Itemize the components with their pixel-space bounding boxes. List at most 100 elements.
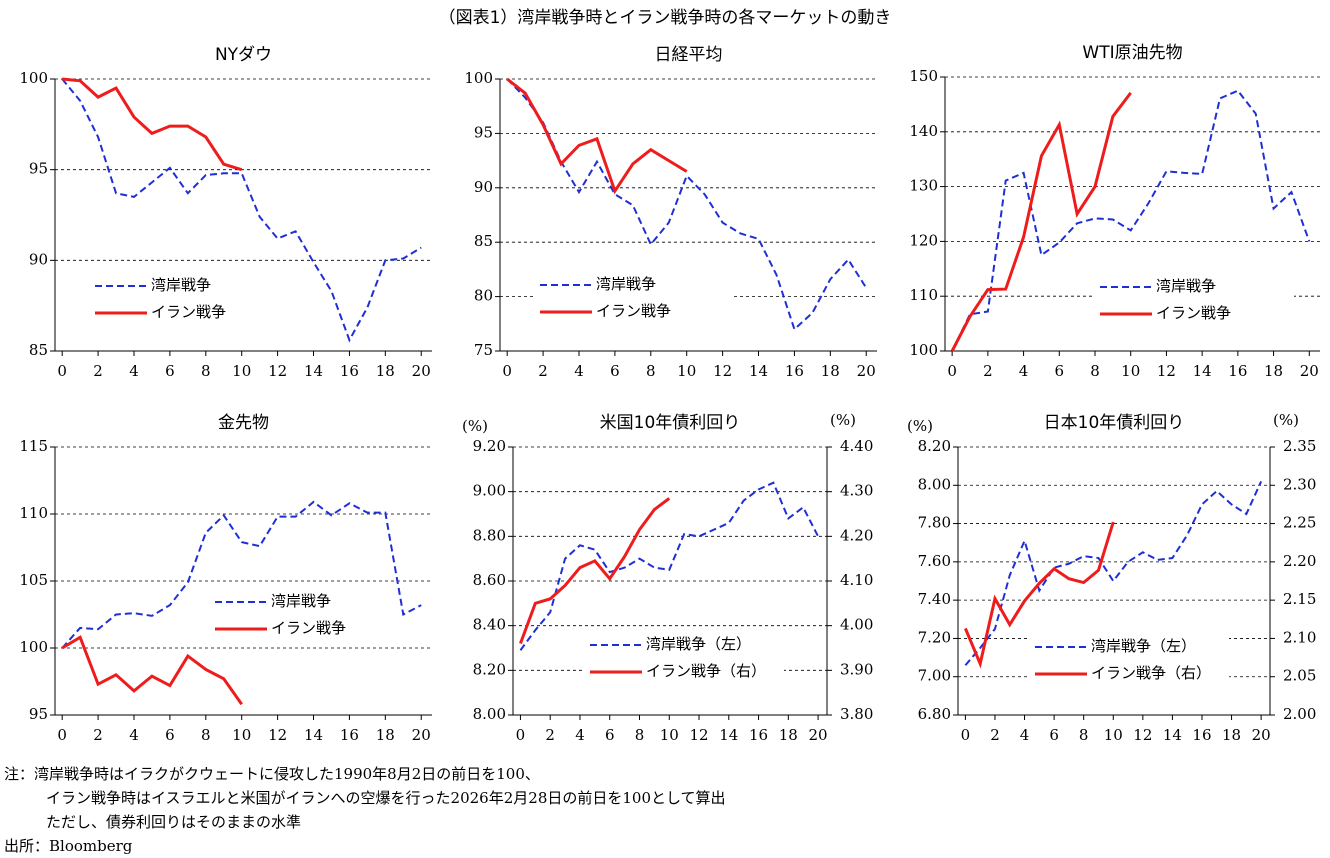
note: 注：湾岸戦争時はイラクがクウェートに侵攻した1990年8月2日の前日を100、: [4, 765, 540, 783]
x-tick-label: 16: [340, 362, 359, 380]
x-tick-label: 0: [947, 362, 957, 380]
x-tick-label: 16: [749, 726, 768, 744]
y-tick-label: 8.00: [918, 475, 951, 493]
y-tick-label: 8.60: [473, 571, 506, 589]
x-tick-label: 2: [983, 362, 993, 380]
y-tick-label: 85: [474, 232, 493, 250]
y2-tick-label: 3.90: [840, 660, 873, 678]
x-tick-label: 0: [961, 726, 971, 744]
y-tick-label: 8.20: [473, 660, 506, 678]
legend-label: イラン戦争: [271, 619, 346, 637]
series-line: [62, 77, 243, 172]
legend-background: [584, 631, 784, 685]
y2-axis-unit: (%): [830, 411, 856, 429]
x-tick-label: 0: [57, 362, 67, 380]
legend-background: [89, 272, 289, 326]
x-tick-label: 20: [809, 726, 828, 744]
x-tick-label: 16: [1192, 726, 1211, 744]
x-tick-label: 0: [516, 726, 526, 744]
series-line: [61, 500, 422, 649]
x-tick-label: 16: [1228, 362, 1247, 380]
y-tick-label: 95: [29, 160, 48, 178]
legend-label: 湾岸戦争: [271, 592, 331, 610]
y-tick-label: 90: [474, 178, 493, 196]
x-tick-label: 18: [779, 726, 798, 744]
y2-tick-label: 2.20: [1283, 552, 1316, 570]
x-tick-label: 6: [165, 362, 175, 380]
x-tick-label: 14: [749, 362, 768, 380]
x-tick-label: 8: [635, 726, 645, 744]
x-tick-label: 18: [1264, 362, 1283, 380]
y-tick-label: 8.00: [473, 705, 506, 723]
note: ただし、債券利回りはそのままの水準: [46, 813, 301, 831]
x-tick-label: 8: [201, 726, 211, 744]
y-tick-label: 7.00: [918, 667, 951, 685]
x-tick-label: 20: [857, 362, 876, 380]
chart-title: 米国10年債利回り: [600, 413, 741, 433]
legend-label: 湾岸戦争（左）: [1091, 637, 1196, 655]
y-tick-label: 140: [909, 122, 938, 140]
legend-label: 湾岸戦争: [1156, 277, 1216, 295]
x-tick-label: 16: [340, 726, 359, 744]
y-tick-label: 7.60: [918, 552, 951, 570]
y-tick-label: 100: [19, 69, 48, 87]
y2-tick-label: 4.10: [840, 571, 873, 589]
x-tick-label: 12: [1157, 362, 1176, 380]
series-line: [506, 77, 688, 195]
x-tick-label: 2: [990, 726, 1000, 744]
x-tick-label: 10: [232, 726, 251, 744]
y2-tick-label: 4.20: [840, 526, 873, 544]
series-line: [519, 481, 819, 651]
x-tick-label: 10: [1121, 362, 1140, 380]
chart-title: 金先物: [218, 413, 269, 433]
x-tick-label: 14: [304, 726, 323, 744]
y-tick-label: 100: [464, 69, 493, 87]
y-tick-label: 7.80: [918, 514, 951, 532]
y-tick-label: 9.20: [473, 437, 506, 455]
x-tick-label: 14: [1193, 362, 1212, 380]
x-tick-label: 2: [538, 362, 548, 380]
y-tick-label: 100: [19, 638, 48, 656]
y2-tick-label: 2.05: [1283, 667, 1316, 685]
legend-label: 湾岸戦争: [151, 276, 211, 294]
source: 出所：Bloomberg: [4, 837, 133, 855]
y-tick-label: 150: [909, 67, 938, 85]
y2-tick-label: 2.25: [1283, 514, 1316, 532]
legend-label: イラン戦争（右）: [1091, 664, 1211, 682]
x-tick-label: 20: [412, 726, 431, 744]
y-tick-label: 7.40: [918, 590, 951, 608]
x-tick-label: 12: [268, 362, 287, 380]
x-tick-label: 0: [502, 362, 512, 380]
y2-tick-label: 2.35: [1283, 437, 1316, 455]
y-tick-label: 105: [19, 571, 48, 589]
series-line: [61, 635, 243, 706]
note: イラン戦争時はイスラエルと米国がイランへの空爆を行った2026年2月28日の前日…: [46, 789, 726, 807]
x-tick-label: 4: [129, 362, 139, 380]
x-tick-label: 4: [575, 726, 585, 744]
x-tick-label: 20: [412, 362, 431, 380]
y-tick-label: 8.80: [473, 526, 506, 544]
y-tick-label: 115: [19, 437, 48, 455]
y-tick-label: 100: [909, 341, 938, 359]
y-tick-label: 130: [909, 177, 938, 195]
y2-tick-label: 2.15: [1283, 590, 1316, 608]
legend-label: イラン戦争: [596, 302, 671, 320]
x-tick-label: 6: [610, 362, 620, 380]
x-tick-label: 14: [719, 726, 738, 744]
x-tick-label: 12: [268, 726, 287, 744]
x-tick-label: 20: [1300, 362, 1319, 380]
y-tick-label: 7.20: [918, 628, 951, 646]
y-tick-label: 95: [29, 705, 48, 723]
series-line: [61, 78, 422, 343]
x-tick-label: 10: [232, 362, 251, 380]
legend-label: イラン戦争: [1156, 304, 1231, 322]
x-tick-label: 10: [677, 362, 696, 380]
y-tick-label: 90: [29, 250, 48, 268]
x-tick-label: 14: [1163, 726, 1182, 744]
x-tick-label: 20: [1252, 726, 1271, 744]
y2-tick-label: 4.00: [840, 616, 873, 634]
chart-title: 日経平均: [655, 45, 723, 65]
x-tick-label: 10: [660, 726, 679, 744]
legend-background: [1094, 273, 1294, 327]
